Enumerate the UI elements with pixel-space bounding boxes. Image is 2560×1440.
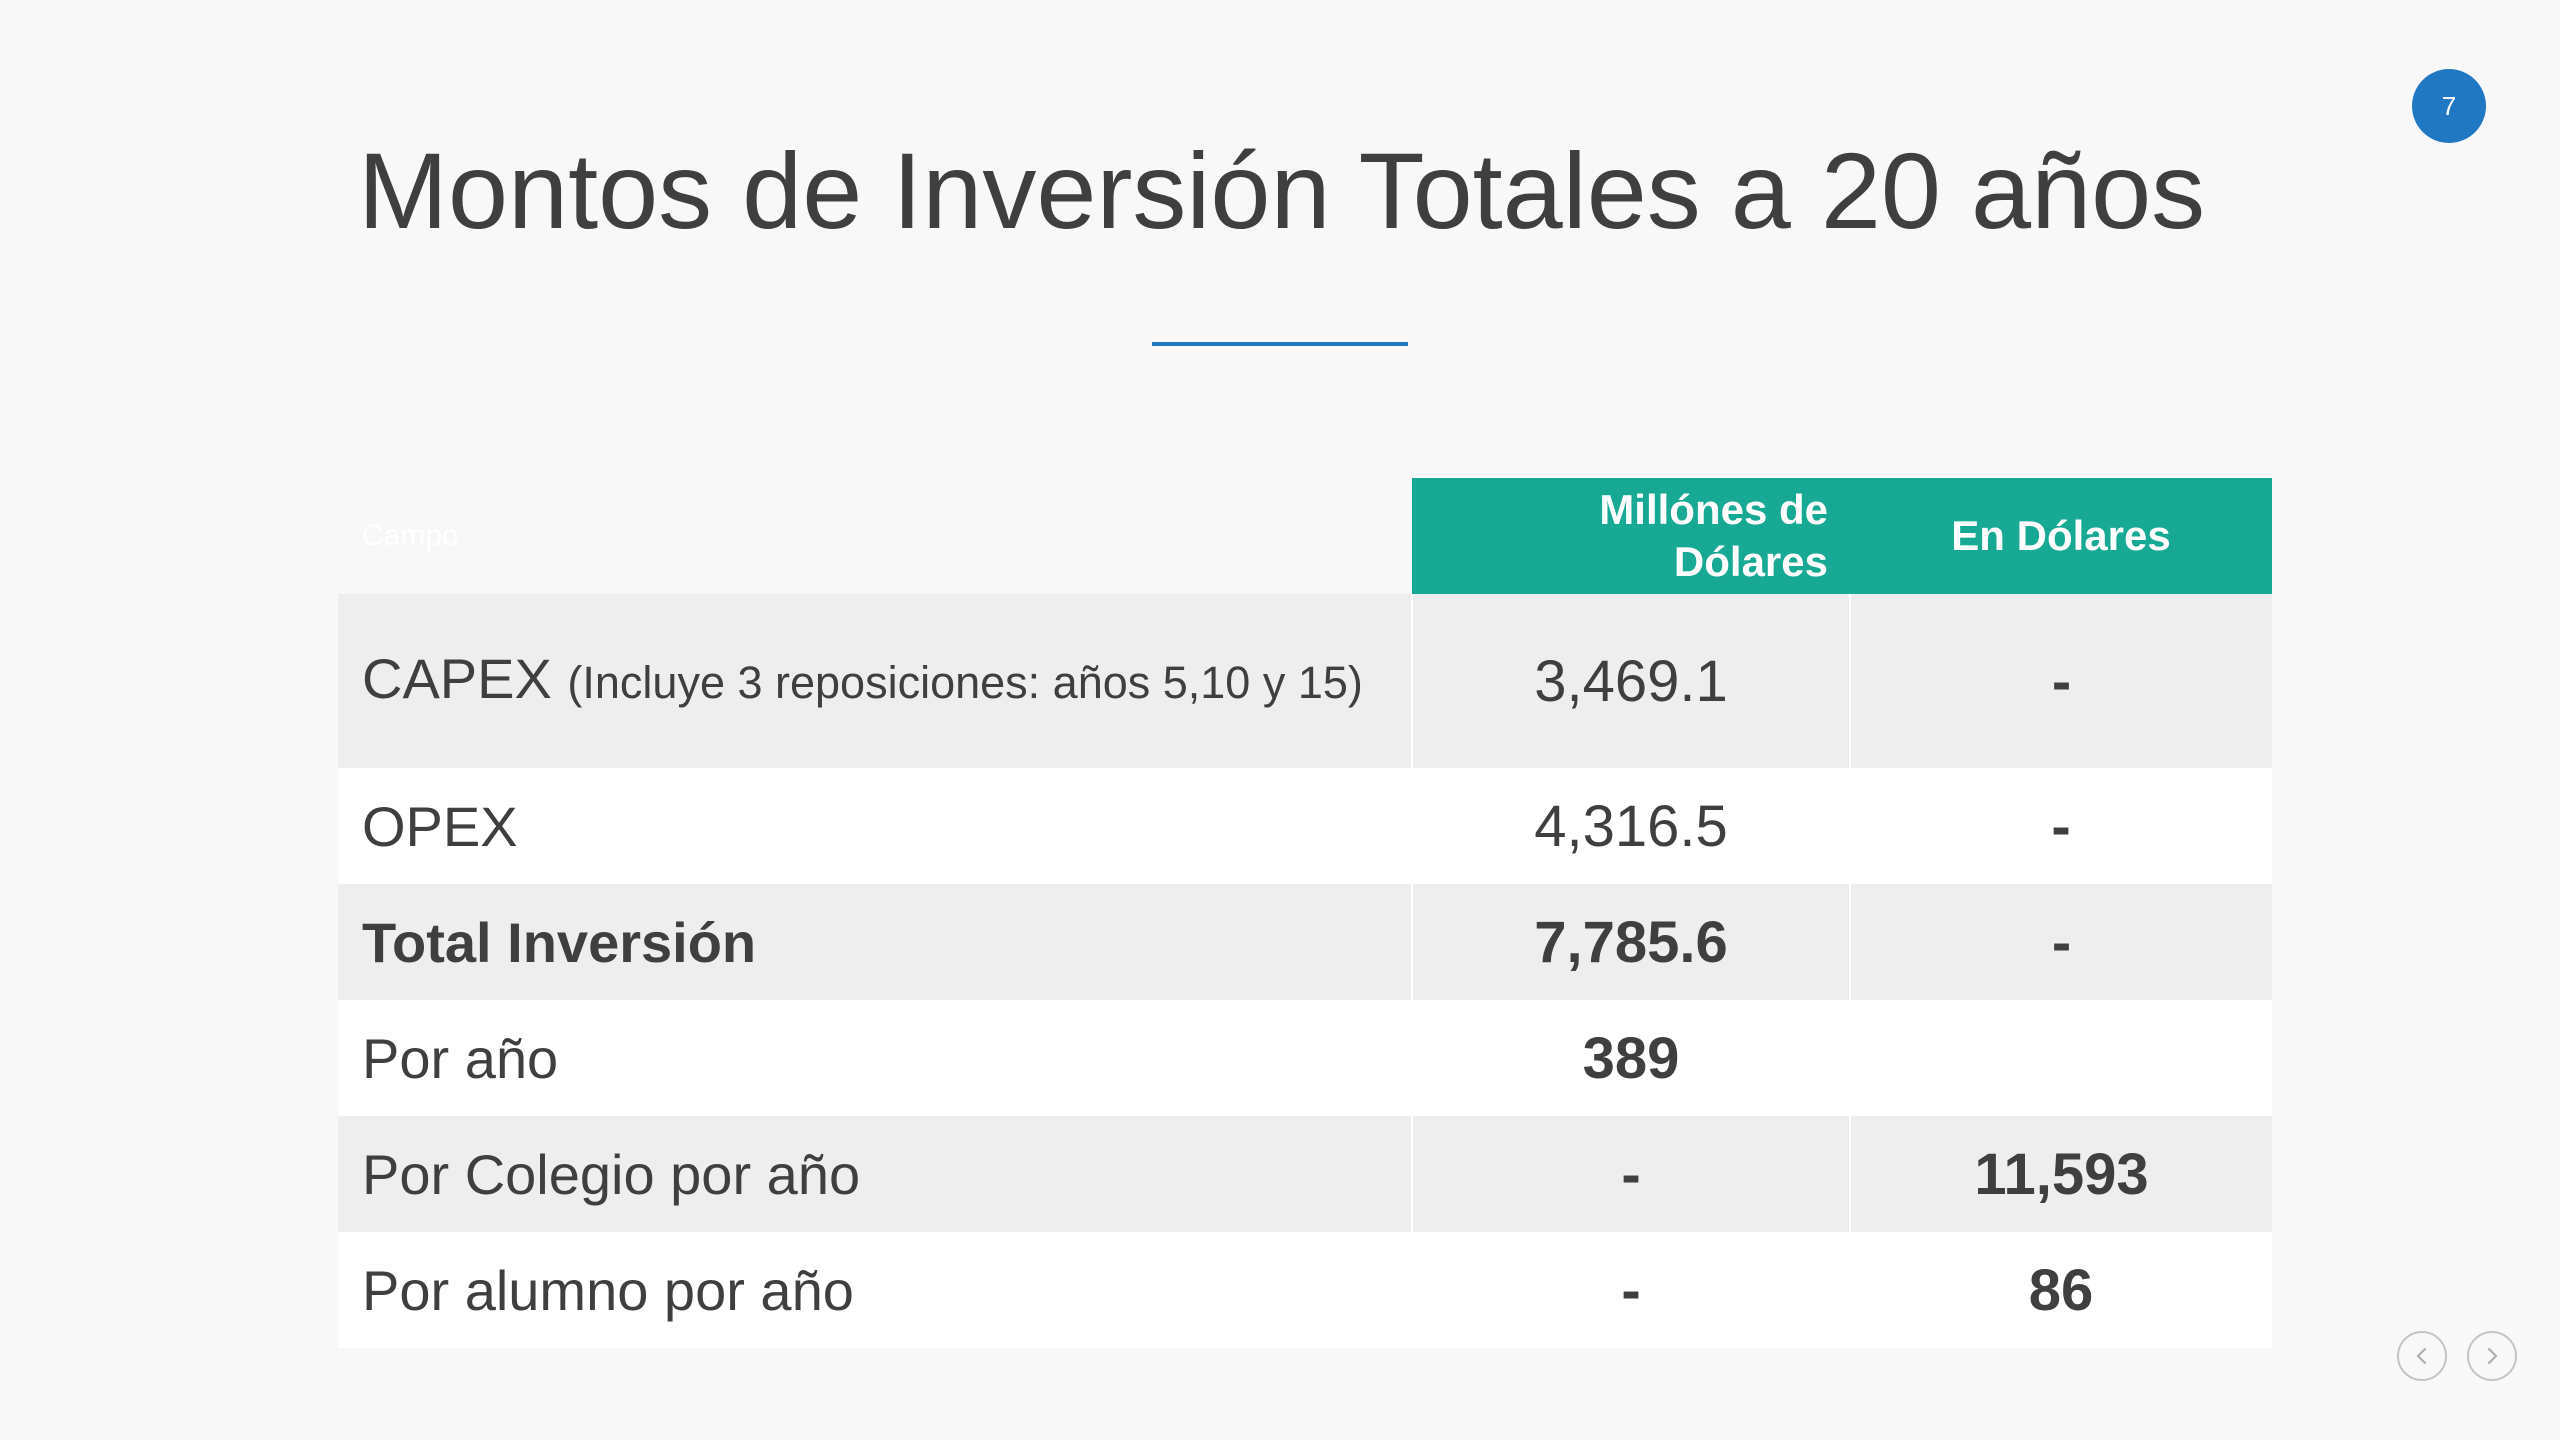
header-millones: Millónes de Dólares — [1412, 478, 1850, 594]
cell-millones: 389 — [1412, 1000, 1850, 1116]
cell-dolares: 11,593 — [1849, 1116, 2272, 1232]
table-row-opex: OPEX 4,316.5 - — [338, 768, 2272, 884]
capex-label: CAPEX — [362, 647, 552, 710]
cell-campo: Total Inversión — [338, 884, 1412, 1000]
chevron-right-icon — [2487, 1347, 2498, 1365]
cell-millones: 3,469.1 — [1411, 594, 1850, 768]
slide-number-badge: 7 — [2412, 69, 2486, 143]
cell-millones: - — [1411, 1116, 1850, 1232]
cell-dolares: - — [1850, 768, 2272, 884]
header-millones-label: Millónes de Dólares — [1599, 486, 1828, 585]
next-slide-button[interactable] — [2467, 1331, 2517, 1381]
chevron-left-icon — [2416, 1347, 2427, 1365]
header-campo: Campo — [362, 519, 459, 552]
cell-millones: - — [1412, 1232, 1850, 1348]
table-row-por-colegio: Por Colegio por año - 11,593 — [338, 1116, 2272, 1232]
cell-dolares: - — [1849, 594, 2272, 768]
cell-campo: Por año — [338, 1000, 1412, 1116]
table-row-por-anio: Por año 389 — [338, 1000, 2272, 1116]
table-row-total: Total Inversión 7,785.6 - — [338, 884, 2272, 1000]
cell-dolares: - — [1849, 884, 2272, 1000]
cell-campo: OPEX — [338, 768, 1412, 884]
title-underline — [1152, 342, 1408, 346]
cell-dolares: 86 — [1850, 1232, 2272, 1348]
cell-millones: 4,316.5 — [1412, 768, 1850, 884]
capex-note: (Incluye 3 reposiciones: años 5,10 y 15) — [567, 657, 1363, 708]
prev-slide-button[interactable] — [2397, 1331, 2447, 1381]
investment-table: Campo Millónes de Dólares En Dólares CAP… — [338, 478, 2272, 1348]
cell-millones: 7,785.6 — [1411, 884, 1850, 1000]
cell-dolares — [1850, 1000, 2272, 1116]
table-row-capex: CAPEX (Incluye 3 reposiciones: años 5,10… — [338, 594, 2272, 768]
header-dolares: En Dólares — [1850, 478, 2272, 594]
table-header-row: Campo Millónes de Dólares En Dólares — [338, 478, 2272, 594]
cell-campo: Por Colegio por año — [338, 1116, 1412, 1232]
cell-campo: Por alumno por año — [338, 1232, 1412, 1348]
cell-campo: CAPEX (Incluye 3 reposiciones: años 5,10… — [338, 594, 1412, 768]
table-row-por-alumno: Por alumno por año - 86 — [338, 1232, 2272, 1348]
slide-title: Montos de Inversión Totales a 20 años — [358, 130, 2206, 251]
